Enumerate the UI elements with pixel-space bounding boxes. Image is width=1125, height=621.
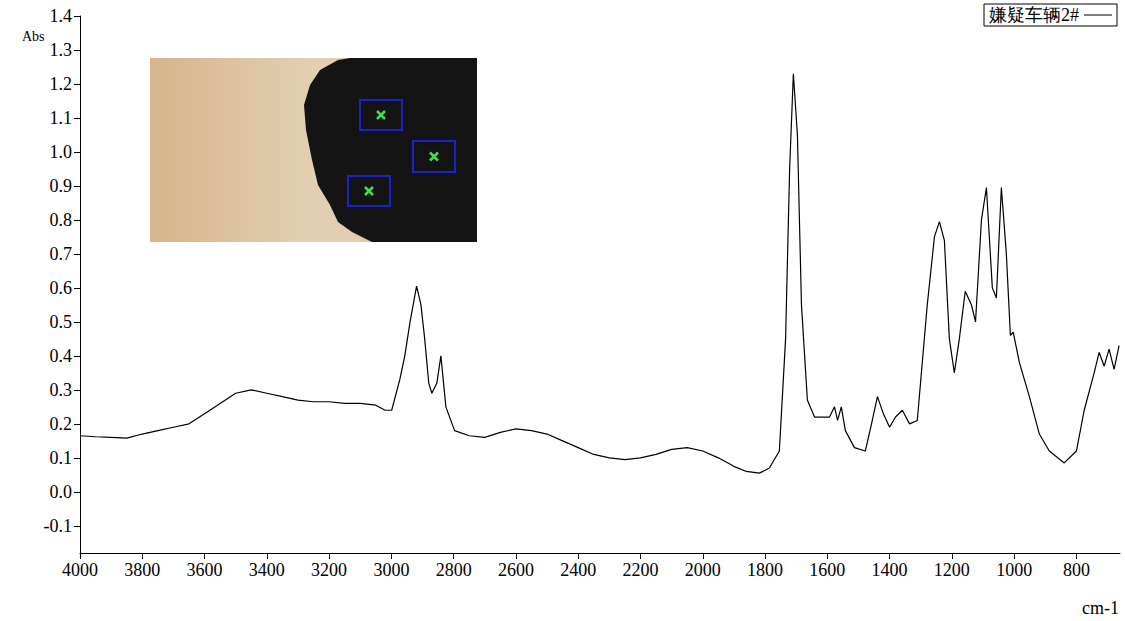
svg-text:1200: 1200 <box>934 560 970 580</box>
svg-text:1.1: 1.1 <box>50 108 73 128</box>
svg-text:0.9: 0.9 <box>50 176 73 196</box>
svg-text:3200: 3200 <box>311 560 347 580</box>
svg-text:0.1: 0.1 <box>50 448 73 468</box>
svg-text:0.8: 0.8 <box>50 210 73 230</box>
svg-text:3000: 3000 <box>373 560 409 580</box>
svg-text:1.3: 1.3 <box>50 40 73 60</box>
svg-text:1600: 1600 <box>809 560 845 580</box>
svg-text:0.7: 0.7 <box>50 244 73 264</box>
svg-text:0.5: 0.5 <box>50 312 73 332</box>
svg-text:2000: 2000 <box>685 560 721 580</box>
svg-text:1400: 1400 <box>872 560 908 580</box>
svg-text:1000: 1000 <box>996 560 1032 580</box>
svg-text:嫌疑车辆2#: 嫌疑车辆2# <box>989 5 1079 25</box>
svg-text:1.4: 1.4 <box>50 6 73 26</box>
svg-text:2400: 2400 <box>560 560 596 580</box>
svg-text:0.0: 0.0 <box>50 482 73 502</box>
svg-text:0.3: 0.3 <box>50 380 73 400</box>
svg-text:cm-1: cm-1 <box>1082 598 1119 618</box>
svg-text:-0.1: -0.1 <box>44 516 73 536</box>
svg-text:0.4: 0.4 <box>50 346 73 366</box>
svg-text:1800: 1800 <box>747 560 783 580</box>
svg-text:3800: 3800 <box>124 560 160 580</box>
svg-text:0.6: 0.6 <box>50 278 73 298</box>
svg-text:2800: 2800 <box>436 560 472 580</box>
svg-text:800: 800 <box>1063 560 1090 580</box>
svg-text:4000: 4000 <box>62 560 98 580</box>
svg-text:Abs: Abs <box>22 29 45 44</box>
svg-text:3400: 3400 <box>249 560 285 580</box>
svg-text:3600: 3600 <box>187 560 223 580</box>
svg-text:2200: 2200 <box>622 560 658 580</box>
svg-text:1.2: 1.2 <box>50 74 73 94</box>
svg-text:1.0: 1.0 <box>50 142 73 162</box>
svg-text:2600: 2600 <box>498 560 534 580</box>
svg-text:0.2: 0.2 <box>50 414 73 434</box>
